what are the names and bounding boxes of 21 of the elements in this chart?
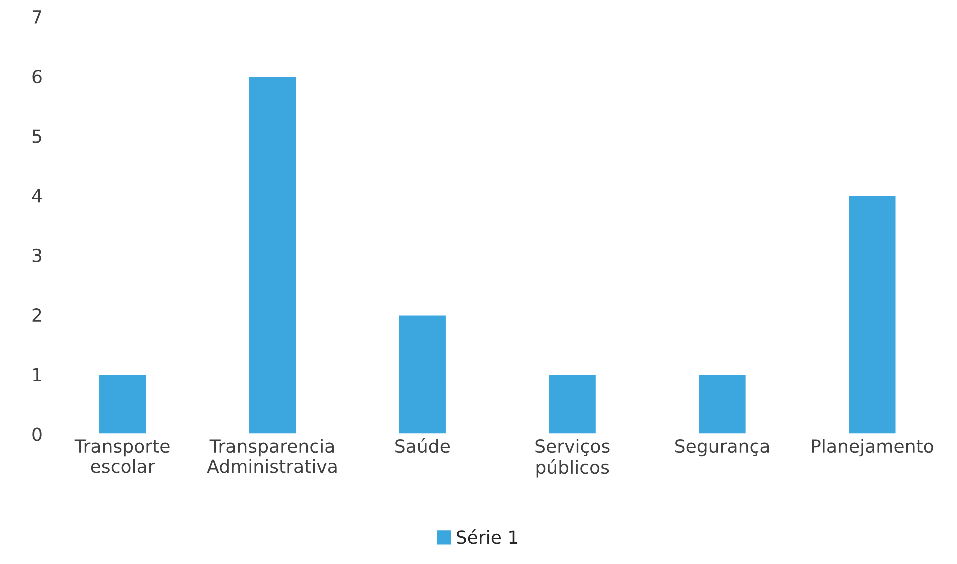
y-tick-label: 4	[32, 189, 42, 203]
y-tick-label: 7	[32, 10, 42, 24]
bar	[98, 374, 148, 434]
bar	[848, 195, 898, 434]
y-tick-label: 2	[32, 308, 42, 322]
y-tick-label: 6	[32, 70, 42, 84]
x-tick-label: Segurança	[676, 439, 770, 457]
x-tick-label: Serviços públicos	[536, 439, 610, 478]
bar	[248, 76, 298, 434]
y-tick-label: 1	[33, 368, 42, 382]
x-tick-label: Saúde	[396, 438, 450, 454]
legend-label: Série 1	[457, 530, 518, 544]
bar	[548, 374, 598, 434]
bar	[398, 314, 448, 434]
y-tick-label: 0	[32, 428, 42, 442]
bar	[698, 374, 748, 434]
y-tick-label: 3	[32, 248, 42, 263]
x-tick-label: Transparencia Administrativa	[207, 439, 337, 474]
y-tick-label: 5	[32, 130, 42, 144]
x-tick-label: Planejamento	[812, 439, 934, 457]
x-tick-label: Transporte escolar	[74, 440, 170, 474]
